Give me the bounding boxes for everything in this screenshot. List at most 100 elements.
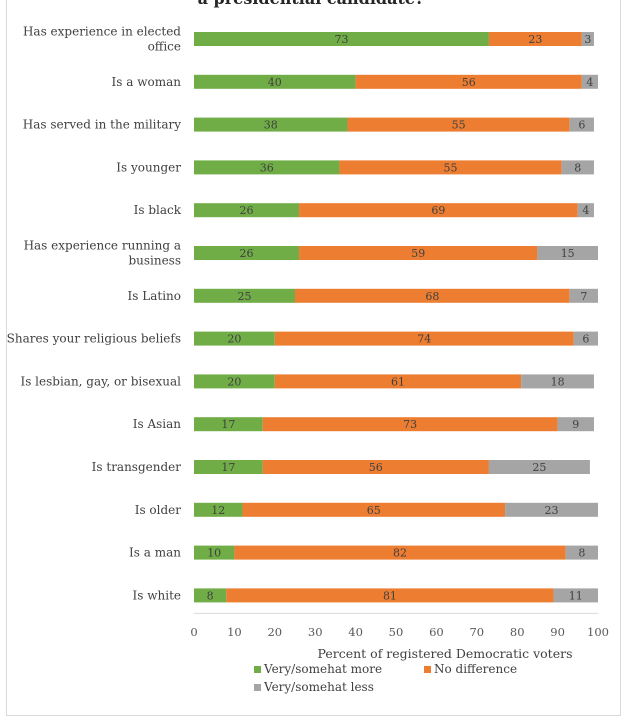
category-label: Shares your religious beliefs <box>7 332 181 346</box>
bar-segment <box>299 246 538 260</box>
bar-value-label: 11 <box>569 589 583 602</box>
bar-segment <box>561 160 594 175</box>
bar-value-label: 73 <box>403 418 417 431</box>
x-tick-label: 60 <box>429 625 444 639</box>
bar-segment <box>521 374 594 389</box>
bar-segment <box>194 203 300 218</box>
category-label-line: Is black <box>134 203 182 217</box>
x-tick-label: 20 <box>267 625 282 639</box>
bar-value-label: 56 <box>369 461 383 474</box>
bar-segment <box>194 117 348 132</box>
bar-value-label: 26 <box>240 204 254 217</box>
bar-segment <box>194 331 275 346</box>
bar-value-label: 73 <box>334 33 348 46</box>
bar-value-label: 25 <box>532 461 546 474</box>
bar-value-label: 17 <box>221 418 235 431</box>
bar-value-label: 20 <box>227 333 241 346</box>
bar-value-label: 74 <box>417 333 431 346</box>
category-label-line: Is a woman <box>112 75 182 89</box>
category-label-line: Is a man <box>129 546 181 560</box>
bar-segment <box>488 460 590 474</box>
x-tick-label: 70 <box>469 625 484 639</box>
bar-value-label: 55 <box>452 119 466 132</box>
bar-value-label: 26 <box>240 247 254 260</box>
bar-value-label: 4 <box>582 204 589 217</box>
category-label-line: Has served in the military <box>23 118 181 132</box>
category-label: Is older <box>135 503 182 517</box>
category-label: Is lesbian, gay, or bisexual <box>20 374 181 388</box>
legend-label: No difference <box>434 662 517 676</box>
bar-value-label: 15 <box>561 247 575 260</box>
bar-segment <box>581 32 594 46</box>
bar-value-label: 59 <box>411 247 425 260</box>
category-labels: Has experience in elected office Is a woma… <box>7 25 182 603</box>
bar-segment <box>577 203 594 218</box>
bar-value-label: 4 <box>586 76 593 89</box>
category-label: Has experience running a business <box>24 239 181 268</box>
bar-segment <box>194 545 235 560</box>
category-label-line: Is Latino <box>128 289 181 303</box>
legend-swatch <box>424 666 431 673</box>
chart-frame <box>6 0 621 716</box>
bar-segment <box>339 160 562 175</box>
bar-value-label: 8 <box>578 547 585 560</box>
bar-segment <box>226 588 554 603</box>
bar-value-label: 8 <box>207 589 214 602</box>
bar-value-label: 6 <box>578 119 585 132</box>
bar-segment <box>569 117 594 132</box>
bar-value-label: 8 <box>574 161 581 174</box>
x-axis-label: Percent of registered Democratic voters <box>318 646 573 661</box>
category-label: Is Asian <box>133 417 182 431</box>
category-label: Has experience in elected office <box>23 25 181 54</box>
bar-segment <box>537 246 598 260</box>
bar-segment <box>355 74 582 89</box>
category-label: Is transgender <box>92 460 182 474</box>
bar-value-label: 38 <box>264 119 278 132</box>
bar-segment <box>194 288 295 303</box>
bar-segment <box>234 545 566 560</box>
category-label: Is a man <box>129 546 181 560</box>
x-tick-label: 10 <box>227 625 242 639</box>
bar-value-label: 18 <box>551 375 565 388</box>
bar-value-label: 23 <box>528 33 542 46</box>
bar-segment <box>274 374 522 389</box>
legend-swatch <box>254 666 261 673</box>
category-label: Has served in the military <box>23 118 181 132</box>
bar-segment <box>194 32 489 46</box>
bar-value-label: 68 <box>425 290 439 303</box>
bar-segment <box>262 417 558 432</box>
legend: Very/somehat more No difference Very/someh… <box>254 662 517 694</box>
category-label-line: Is Asian <box>133 417 182 431</box>
bar-segment <box>194 588 227 603</box>
bar-value-label: 17 <box>221 461 235 474</box>
bar-segment <box>488 32 582 46</box>
x-tick-label: 100 <box>587 625 609 639</box>
x-tick-label: 40 <box>348 625 363 639</box>
bar-segment <box>569 288 598 303</box>
bar-value-label: 65 <box>367 504 381 517</box>
bar-value-label: 23 <box>545 504 559 517</box>
legend-swatch <box>254 684 261 691</box>
bar-segment <box>262 460 489 474</box>
bar-value-label: 55 <box>444 161 458 174</box>
bar-value-label: 36 <box>260 161 274 174</box>
bar-segment <box>553 588 598 603</box>
bar-segment <box>194 460 263 474</box>
bar-value-label: 81 <box>383 589 397 602</box>
bar-value-label: 3 <box>584 33 591 46</box>
category-label-line: Is younger <box>116 160 181 174</box>
category-label-line: business <box>128 254 181 268</box>
bar-segment <box>194 74 356 89</box>
legend-label: Very/somehat less <box>263 680 374 694</box>
bar-segment <box>194 374 275 389</box>
bar-segment <box>557 417 594 432</box>
bar-segment <box>194 417 263 432</box>
bar-value-label: 61 <box>391 375 405 388</box>
bar-value-label: 9 <box>572 418 579 431</box>
chart-title: a presidential candidate? <box>198 0 425 8</box>
category-label-line: Has experience in elected <box>23 25 181 39</box>
bar-value-label: 40 <box>268 76 282 89</box>
bar-value-label: 7 <box>580 290 587 303</box>
bar-value-label: 56 <box>462 76 476 89</box>
